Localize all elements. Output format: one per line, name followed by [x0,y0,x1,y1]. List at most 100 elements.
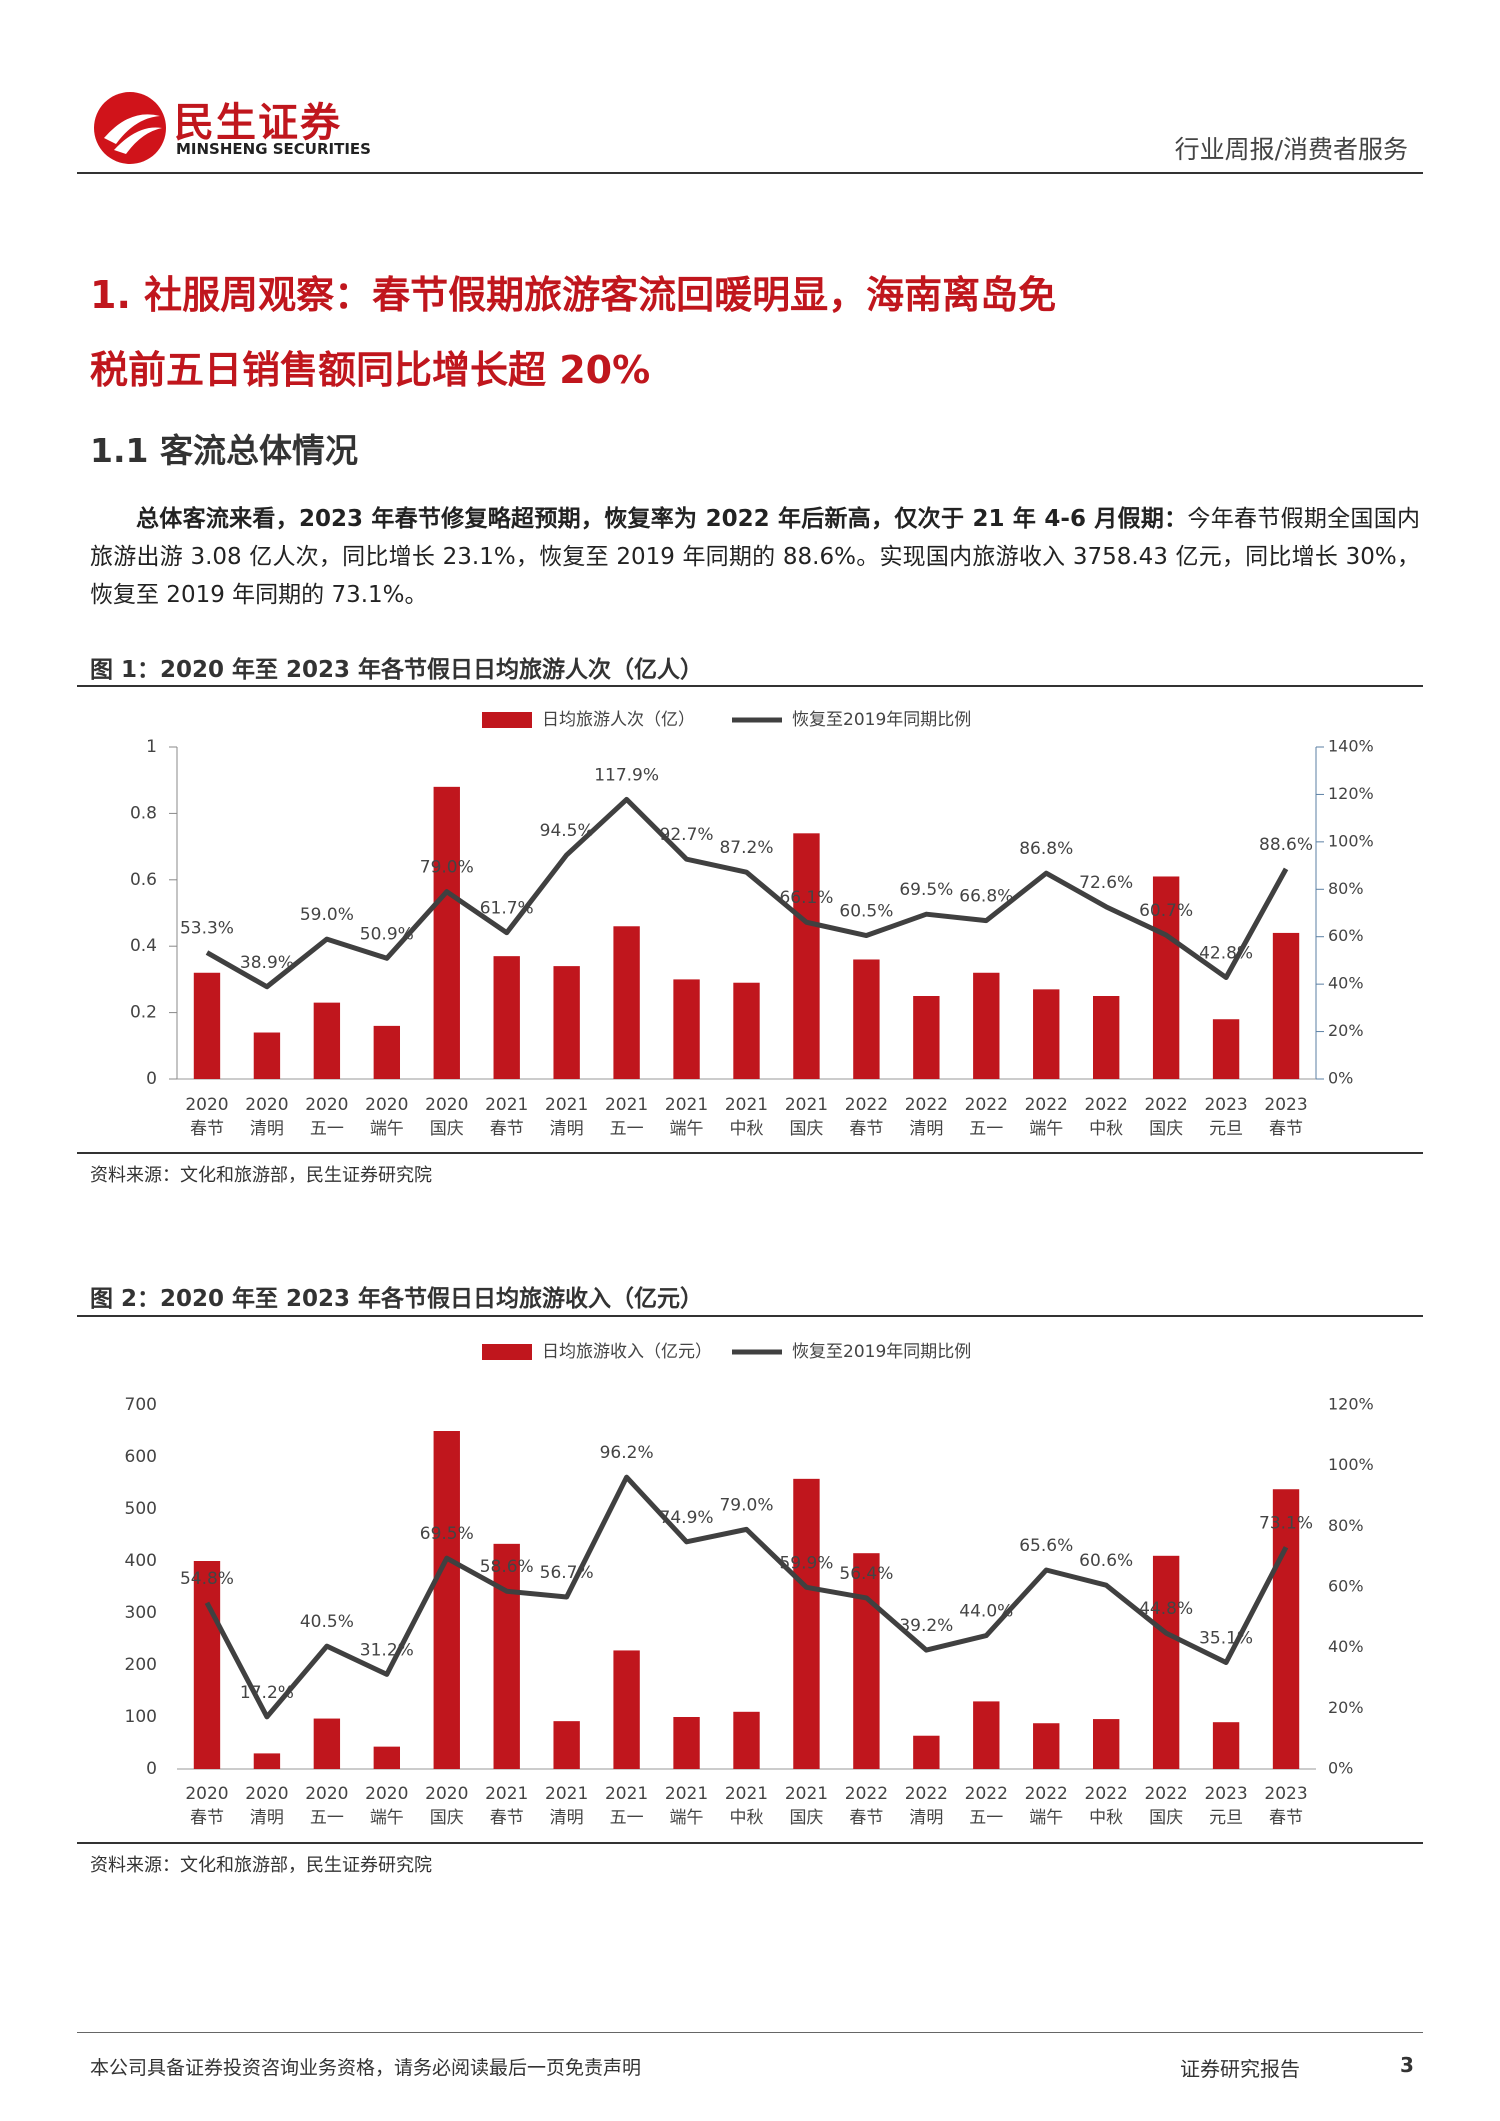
y2-tick-label: 20% [1328,1021,1364,1040]
data-label: 59.0% [300,905,354,925]
footer-type: 证券研究报告 [1180,2057,1300,2081]
x-tick-label: 2022 [1144,1095,1187,1115]
y2-tick-label: 80% [1328,879,1364,898]
data-label: 60.5% [839,902,893,922]
bar [313,1718,341,1769]
data-label: 54.8% [180,1569,234,1589]
logo-icon [94,92,166,164]
logo-cn: 民生证券 [174,100,342,146]
x-tick-label: 春节 [849,1119,883,1139]
x-tick-label: 2020 [185,1095,228,1115]
y-tick-label: 0.2 [130,1003,157,1023]
data-label: 87.2% [719,838,773,858]
footer-rule [77,2032,1423,2033]
data-label: 66.1% [779,888,833,908]
data-label: 31.2% [360,1640,414,1660]
bar [433,1431,460,1769]
bar [493,956,520,1079]
x-tick-label: 春节 [190,1808,224,1828]
section-heading: 1.1 客流总体情况 [90,431,358,470]
x-tick-label: 2022 [965,1095,1008,1115]
x-tick-label: 春节 [849,1808,883,1828]
bar [1272,932,1300,1079]
x-tick-label: 清明 [909,1808,943,1828]
x-tick-label: 2022 [1085,1784,1128,1804]
legend-swatch [482,1344,532,1360]
x-tick-label: 端午 [370,1808,404,1828]
y2-tick-label: 0% [1328,1759,1353,1778]
x-tick-label: 春节 [1269,1119,1303,1139]
bar [553,966,580,1079]
data-label: 69.5% [899,880,953,900]
data-label: 86.8% [1019,839,1073,859]
y2-tick-label: 0% [1328,1069,1353,1088]
y-tick-label: 0.8 [130,803,157,823]
x-tick-label: 端午 [1029,1808,1063,1828]
y2-tick-label: 120% [1328,1395,1374,1414]
source-rule [77,1152,1423,1154]
x-tick-label: 2020 [425,1784,468,1804]
logo-en: MINSHENG SECURITIES [176,140,371,158]
x-tick-label: 2021 [785,1095,828,1115]
x-tick-label: 2023 [1204,1095,1247,1115]
bar [313,1002,341,1079]
x-tick-label: 国庆 [1149,1808,1183,1828]
bar [733,1711,760,1769]
bar [373,1746,401,1769]
x-tick-label: 2022 [905,1095,948,1115]
x-tick-label: 元旦 [1209,1808,1243,1828]
caption-rule [77,685,1423,687]
bar [733,982,760,1079]
x-tick-label: 2023 [1264,1784,1307,1804]
bar [1212,1722,1240,1769]
x-tick-label: 2022 [1025,1784,1068,1804]
x-tick-label: 春节 [490,1119,524,1139]
bar [793,833,820,1079]
x-tick-label: 2021 [665,1095,708,1115]
y2-tick-label: 100% [1328,1455,1374,1474]
x-tick-label: 端午 [1029,1119,1063,1139]
x-tick-label: 五一 [610,1119,644,1139]
title-line: 1. 社服周观察：春节假期旅游客流回暖明显，海南离岛免 [90,273,1057,317]
chart: 0 100 200 300 400 500 600 700 0% 20% 40% 60% 80% 100%… [125,1342,1374,1828]
caption-rule [77,1315,1423,1317]
figure-caption: 图 2：2020 年至 2023 年各节假日日均旅游收入（亿元） [90,1286,704,1312]
x-tick-label: 2020 [365,1095,408,1115]
footer-disclaimer: 本公司具备证券投资咨询业务资格，请务必阅读最后一页免责声明 [90,2057,642,2079]
x-tick-label: 端午 [370,1119,404,1139]
data-label: 73.1% [1259,1513,1313,1533]
y2-tick-label: 20% [1328,1698,1364,1717]
x-tick-label: 国庆 [789,1119,823,1139]
x-tick-label: 中秋 [1089,1808,1123,1828]
x-tick-label: 2020 [305,1095,348,1115]
bar [373,1025,401,1079]
x-tick-label: 清明 [909,1119,943,1139]
x-tick-label: 2021 [485,1784,528,1804]
bar [553,1721,580,1769]
legend-label: 恢复至2019年同期比例 [792,710,971,730]
x-tick-label: 五一 [969,1808,1003,1828]
paragraph-text: 今年春节假期全国国内旅游出游 3.08 亿人次，同比增长 23.1%，恢复至 2… [90,506,1421,608]
x-tick-label: 清明 [250,1808,284,1828]
paragraph-bold: 总体客流来看，2023 年春节修复略超预期，恢复率为 2022 年后新高，仅次于… [136,506,1188,532]
data-label: 17.2% [240,1683,294,1703]
bar [193,972,221,1079]
bar [973,972,1000,1079]
y-tick-label: 0.4 [130,936,157,956]
x-tick-label: 2021 [725,1095,768,1115]
data-label: 65.6% [1019,1536,1073,1556]
x-tick-label: 2021 [605,1095,648,1115]
data-label: 79.0% [420,858,474,878]
y-tick-label: 600 [125,1447,157,1467]
x-tick-label: 2022 [845,1784,888,1804]
data-label: 56.7% [540,1563,594,1583]
y2-tick-label: 120% [1328,784,1374,803]
legend-label: 日均旅游收入（亿元） [542,1342,712,1362]
bar [433,786,460,1079]
bar [673,1717,700,1769]
bar [673,979,700,1079]
data-label: 92.7% [660,825,714,845]
bar [193,1561,221,1769]
x-tick-label: 清明 [550,1808,584,1828]
data-label: 96.2% [600,1443,654,1463]
